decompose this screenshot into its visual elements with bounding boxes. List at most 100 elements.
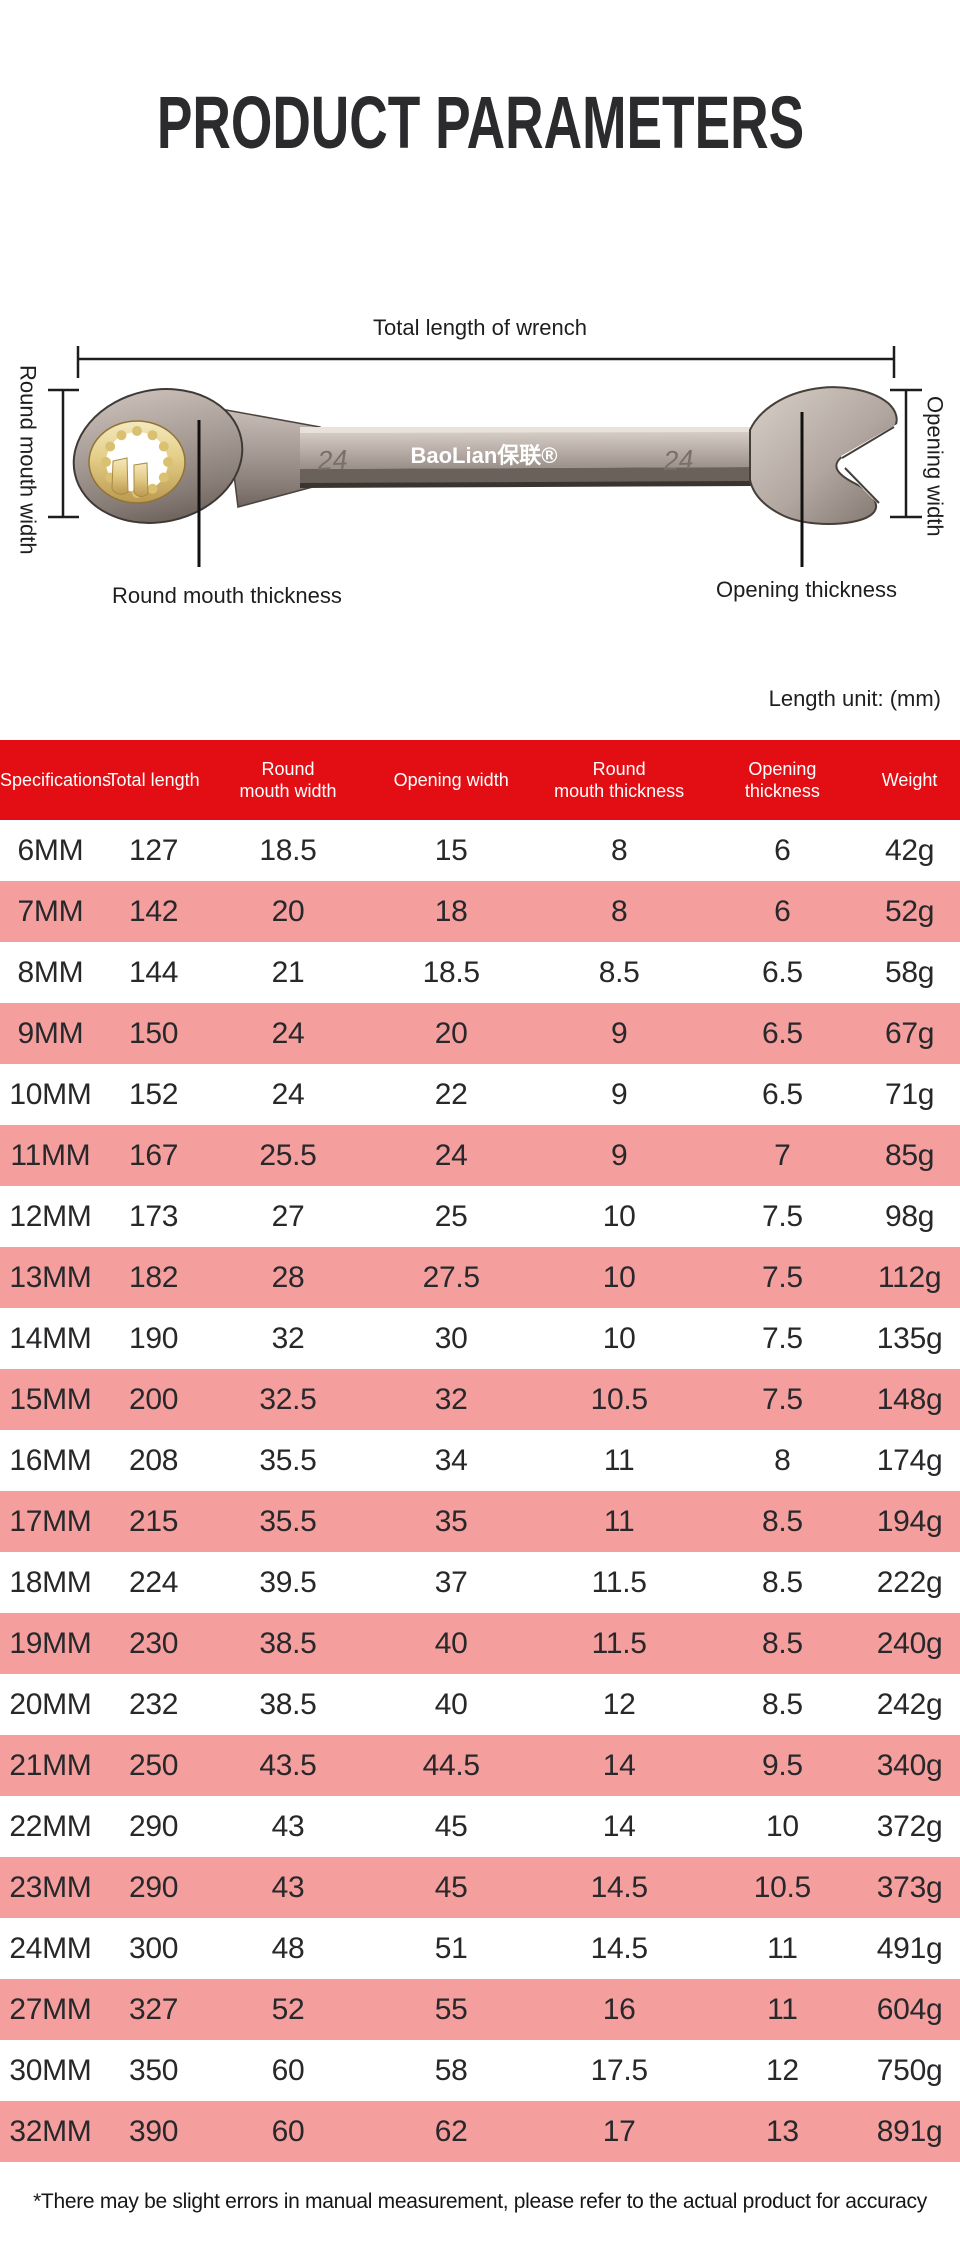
table-cell: 14.5: [590, 1931, 649, 1965]
table-cell: 42g: [885, 833, 935, 867]
table-cell: 10: [602, 1260, 636, 1294]
table-cell: 27MM: [9, 1992, 92, 2026]
table-cell: 750g: [876, 2053, 943, 2087]
table-cell: 35.5: [259, 1443, 317, 1477]
table-row: 9MM 150 24 20 9 6.5 67g: [0, 1003, 960, 1064]
column-header-opening-thickness: Opening thickness: [744, 759, 820, 801]
table-cell: 10: [602, 1199, 636, 1233]
table-cell: 55: [434, 1992, 468, 2026]
table-row: 11MM 167 25.5 24 9 7 85g: [0, 1125, 960, 1186]
table-cell: 52: [271, 1992, 305, 2026]
dimension-lines: [48, 346, 922, 519]
table-row: 12MM 173 27 25 10 7.5 98g: [0, 1186, 960, 1247]
table-cell: 27: [271, 1199, 305, 1233]
table-row: 13MM 182 28 27.5 10 7.5 112g: [0, 1247, 960, 1308]
wrench-shaft: [300, 427, 756, 469]
table-cell: 21: [271, 955, 305, 989]
column-header-total-length: Total length: [107, 770, 200, 790]
page-title-wrap: PRODUCT PARAMETERS: [0, 86, 960, 160]
length-unit-note: Length unit: (mm): [768, 686, 941, 711]
wrench-open-end: [749, 386, 898, 525]
table-cell: 7MM: [17, 894, 84, 928]
table-cell: 7.5: [761, 1260, 803, 1294]
table-cell: 215: [129, 1504, 179, 1538]
table-cell: 12: [765, 2053, 799, 2087]
table-cell: 19MM: [9, 1626, 92, 1660]
label-opening-thickness: Opening thickness: [716, 577, 897, 602]
table-cell: 290: [129, 1809, 179, 1843]
table-cell: 22: [434, 1077, 468, 1111]
table-cell: 135g: [876, 1321, 943, 1355]
footnote: *There may be slight errors in manual me…: [33, 2190, 927, 2213]
table-cell: 18MM: [9, 1565, 92, 1599]
table-row: 17MM 215 35.5 35 11 8.5 194g: [0, 1491, 960, 1552]
table-cell: 22MM: [9, 1809, 92, 1843]
table-cell: 10.5: [590, 1382, 649, 1416]
table-cell: 891g: [876, 2114, 943, 2148]
table-row: 32MM 390 60 62 17 13 891g: [0, 2101, 960, 2162]
table-cell: 8.5: [761, 1626, 803, 1660]
table-cell: 127: [129, 833, 179, 867]
table-cell: 32: [271, 1321, 305, 1355]
table-cell: 327: [129, 1992, 179, 2026]
wrench-shaft-highlight: [300, 427, 756, 433]
spec-table-header: Specifications Total length Round mouth …: [0, 740, 960, 820]
table-cell: 7.5: [761, 1382, 803, 1416]
table-cell: 27.5: [422, 1260, 481, 1294]
table-cell: 38.5: [259, 1626, 317, 1660]
table-row: 8MM 144 21 18.5 8.5 6.5 58g: [0, 942, 960, 1003]
table-cell: 20MM: [9, 1687, 92, 1721]
table-cell: 71g: [885, 1077, 935, 1111]
table-cell: 10.5: [753, 1870, 812, 1904]
table-cell: 40: [434, 1626, 468, 1660]
wrench-illustration: 24 BaoLian保联® 24: [48, 346, 936, 567]
table-cell: 45: [434, 1870, 468, 1904]
table-cell: 34: [434, 1443, 468, 1477]
table-cell: 24: [271, 1077, 305, 1111]
table-cell: 16: [602, 1992, 636, 2026]
table-row: 7MM 142 20 18 8 6 52g: [0, 881, 960, 942]
table-cell: 11: [767, 1992, 798, 2026]
table-cell: 58g: [885, 955, 935, 989]
table-cell: 6: [774, 833, 791, 867]
table-cell: 14: [602, 1809, 636, 1843]
table-cell: 8.5: [761, 1687, 803, 1721]
table-row: 20MM 232 38.5 40 12 8.5 242g: [0, 1674, 960, 1735]
table-cell: 8: [774, 1443, 791, 1477]
table-cell: 174g: [876, 1443, 943, 1477]
table-row: 23MM 290 43 45 14.5 10.5 373g: [0, 1857, 960, 1918]
table-cell: 11: [603, 1443, 635, 1477]
table-cell: 9: [610, 1016, 628, 1050]
table-cell: 8.5: [761, 1504, 803, 1538]
table-cell: 8.5: [761, 1565, 803, 1599]
table-cell: 24MM: [9, 1931, 92, 1965]
table-cell: 167: [129, 1138, 179, 1172]
table-cell: 52g: [885, 894, 935, 928]
column-header-round-mouth-thickness: Round mouth thickness: [554, 759, 685, 801]
table-cell: 14MM: [9, 1321, 92, 1355]
table-cell: 142: [129, 894, 179, 928]
table-cell: 222g: [876, 1565, 943, 1599]
table-cell: 23MM: [9, 1870, 92, 1904]
table-cell: 10MM: [9, 1077, 92, 1111]
table-cell: 173: [129, 1199, 179, 1233]
table-cell: 12: [602, 1687, 636, 1721]
leader-lines: [197, 412, 804, 567]
wrench-ratchet-teeth: [111, 457, 149, 497]
table-cell: 9.5: [761, 1748, 803, 1782]
table-cell: 194g: [876, 1504, 943, 1538]
table-cell: 44.5: [422, 1748, 481, 1782]
table-cell: 373g: [876, 1870, 943, 1904]
table-cell: 200: [129, 1382, 179, 1416]
table-row: 19MM 230 38.5 40 11.5 8.5 240g: [0, 1613, 960, 1674]
label-total-length: Total length of wrench: [372, 315, 588, 340]
table-cell: 15: [434, 833, 468, 867]
size-marking-right: 24: [662, 444, 695, 476]
table-cell: 43: [271, 1870, 305, 1904]
table-row: 14MM 190 32 30 10 7.5 135g: [0, 1308, 960, 1369]
table-cell: 60: [271, 2053, 305, 2087]
table-cell: 6: [774, 894, 791, 928]
column-header-weight: Weight: [881, 770, 938, 790]
table-row: 6MM 127 18.5 15 8 6 42g: [0, 820, 960, 881]
label-round-mouth-thickness: Round mouth thickness: [112, 583, 342, 608]
